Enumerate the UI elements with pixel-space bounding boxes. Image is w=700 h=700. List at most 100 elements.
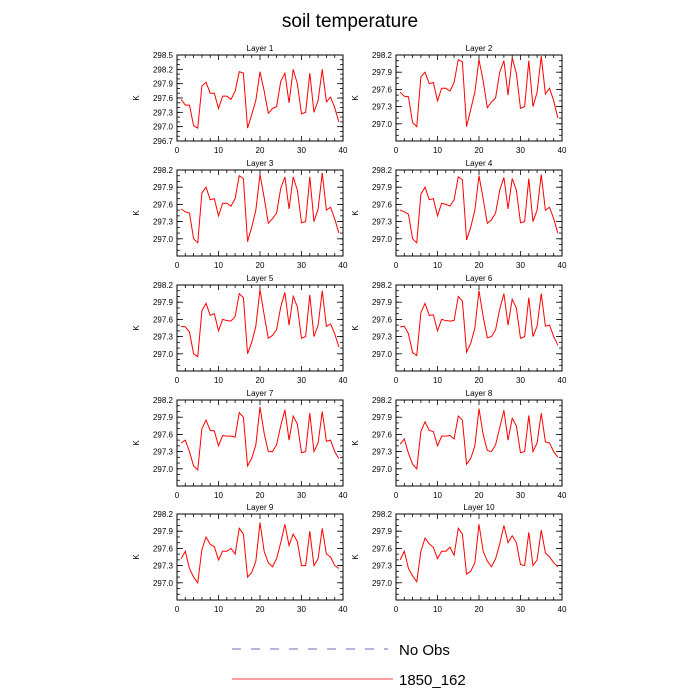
series-line-1850-162 [180, 406, 340, 472]
y-tick-label: 297.3 [153, 448, 174, 457]
x-tick-label: 10 [433, 146, 442, 155]
series-line-1850-162 [400, 290, 559, 357]
x-tick-label: 30 [516, 146, 525, 155]
x-tick-label: 20 [475, 261, 484, 270]
x-tick-label: 40 [339, 605, 348, 614]
legend-no-obs-label: No Obs [399, 642, 450, 659]
plot-frame [176, 513, 344, 601]
series-line-1850-162 [399, 524, 559, 583]
y-axis-label: K [132, 554, 141, 560]
panel-title: Layer 10 [463, 503, 495, 512]
x-tick-label: 40 [339, 491, 348, 500]
y-tick-label: 298.2 [372, 396, 393, 405]
plot-frame [395, 169, 563, 257]
x-tick-label: 10 [214, 491, 223, 500]
x-tick-label: 10 [433, 376, 442, 385]
plot-frame [395, 399, 563, 487]
panel-layer-9: Layer 9 K 0 10 20 30 40 298.2 297.9 297.6 297.3 297… [132, 503, 348, 614]
x-tick-label: 30 [516, 491, 525, 500]
panel-layer-5: Layer 5 K 0 10 20 30 40 298.2 297.9 297.6 297.3 297… [132, 274, 348, 385]
y-tick-label: 298.2 [153, 281, 174, 290]
panel-layer-3: Layer 3 K 0 10 20 30 40 298.2 297.9 297.6 297.3 297… [132, 159, 348, 270]
x-tick-label: 40 [339, 261, 348, 270]
y-tick-label: 297.6 [372, 544, 393, 553]
y-axis-label: K [351, 210, 360, 216]
y-tick-label: 297.9 [153, 527, 174, 536]
y-tick-label: 297.3 [153, 333, 174, 342]
y-axis-label: K [132, 325, 141, 331]
panel-layer-6: Layer 6 K 0 10 20 30 40 298.2 297.9 297.6 297.3 297… [351, 274, 567, 385]
x-tick-label: 20 [256, 146, 265, 155]
panel-title: Layer 9 [247, 503, 274, 512]
panel-title: Layer 8 [466, 389, 493, 398]
x-tick-label: 0 [394, 261, 399, 270]
x-tick-label: 0 [175, 376, 180, 385]
y-tick-label: 297.0 [372, 235, 393, 244]
panel-title: Layer 3 [247, 159, 274, 168]
y-tick-label: 297.9 [372, 68, 393, 77]
x-tick-label: 30 [516, 261, 525, 270]
y-tick-label: 297.0 [372, 465, 393, 474]
y-tick-label: 297.0 [153, 235, 174, 244]
x-tick-label: 30 [297, 376, 306, 385]
panel-layer-7: Layer 7 K 0 10 20 30 40 298.2 297.9 297.6 297.3 297… [132, 389, 348, 500]
x-tick-label: 40 [339, 146, 348, 155]
plot-frame [395, 513, 563, 601]
y-tick-label: 297.0 [372, 350, 393, 359]
y-tick-label: 297.0 [372, 120, 393, 129]
y-tick-label: 297.9 [372, 527, 393, 536]
y-tick-label: 297.6 [153, 200, 174, 209]
x-tick-label: 30 [297, 605, 306, 614]
x-tick-label: 10 [433, 491, 442, 500]
y-tick-label: 298.2 [372, 281, 393, 290]
panel-grid: Layer 1 K 0 10 20 30 40 298.5 298.2 297.9 297.6 297… [132, 44, 567, 614]
chart-title: soil temperature [282, 11, 418, 32]
y-tick-label: 297.9 [372, 298, 393, 307]
y-axis-label: K [132, 440, 141, 446]
x-tick-label: 30 [297, 261, 306, 270]
y-tick-label: 297.0 [372, 579, 393, 588]
plot-frame [176, 169, 344, 257]
y-tick-label: 297.0 [153, 579, 174, 588]
x-tick-label: 20 [475, 146, 484, 155]
panel-title: Layer 5 [247, 274, 274, 283]
y-tick-label: 297.9 [153, 183, 174, 192]
y-tick-label: 297.3 [372, 562, 393, 571]
x-tick-label: 20 [475, 491, 484, 500]
panel-layer-4: Layer 4 K 0 10 20 30 40 298.2 297.9 297.6 297.3 297… [351, 159, 567, 270]
y-tick-label: 297.0 [153, 123, 174, 132]
y-tick-label: 297.3 [372, 218, 393, 227]
plot-frame [395, 54, 563, 142]
x-tick-label: 20 [256, 605, 265, 614]
x-tick-label: 20 [475, 605, 484, 614]
series-line-1850-162 [180, 172, 340, 244]
x-tick-label: 20 [256, 376, 265, 385]
x-tick-label: 40 [339, 376, 348, 385]
x-tick-label: 40 [558, 605, 567, 614]
legend-1850-162-label: 1850_162 [399, 672, 466, 689]
panel-layer-10: Layer 10 K 0 10 20 30 40 298.2 297.9 297.6 297.3 29… [351, 503, 567, 614]
plot-frame [176, 399, 344, 487]
x-tick-label: 10 [214, 376, 223, 385]
y-tick-label: 298.5 [153, 51, 174, 60]
y-tick-label: 297.3 [153, 218, 174, 227]
plot-frame [176, 284, 344, 372]
panel-layer-8: Layer 8 K 0 10 20 30 40 298.2 297.9 297.6 297.3 297… [351, 389, 567, 500]
x-tick-label: 10 [214, 605, 223, 614]
x-tick-label: 0 [175, 146, 180, 155]
y-tick-label: 297.9 [153, 413, 174, 422]
plot-frame [176, 54, 344, 142]
y-tick-label: 297.6 [153, 94, 174, 103]
y-tick-label: 297.3 [372, 333, 393, 342]
y-tick-label: 297.6 [372, 200, 393, 209]
x-tick-label: 30 [297, 491, 306, 500]
y-axis-label: K [132, 95, 141, 101]
x-tick-label: 0 [394, 146, 399, 155]
y-tick-label: 297.3 [372, 103, 393, 112]
x-tick-label: 0 [175, 491, 180, 500]
x-tick-label: 10 [214, 146, 223, 155]
x-tick-label: 20 [256, 491, 265, 500]
y-tick-label: 298.2 [153, 396, 174, 405]
x-tick-label: 0 [175, 605, 180, 614]
y-tick-label: 298.2 [153, 510, 174, 519]
